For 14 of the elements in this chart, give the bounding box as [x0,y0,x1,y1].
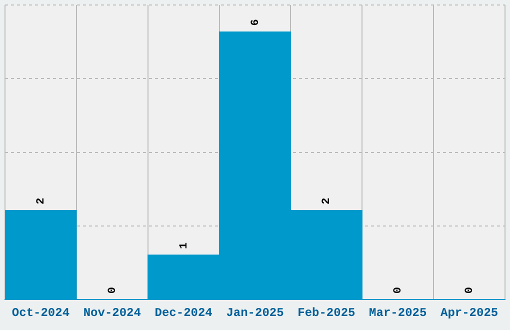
x-tick-label: Nov-2024 [83,306,141,320]
data-label: 0 [464,286,476,294]
data-label: 2 [321,198,334,204]
data-label: 6 [250,19,262,26]
data-label: 2 [35,198,48,204]
data-label: 1 [178,242,190,249]
x-tick-label: Mar-2025 [369,306,427,320]
x-tick-label: Dec-2024 [154,306,212,320]
x-tick-label: Apr-2025 [440,306,498,320]
data-label: 0 [392,286,405,294]
data-label: 0 [106,286,119,294]
x-tick-label: Oct-2024 [12,306,70,320]
x-tick-label: Jan-2025 [226,306,284,320]
x-tick-label: Feb-2025 [298,306,356,320]
